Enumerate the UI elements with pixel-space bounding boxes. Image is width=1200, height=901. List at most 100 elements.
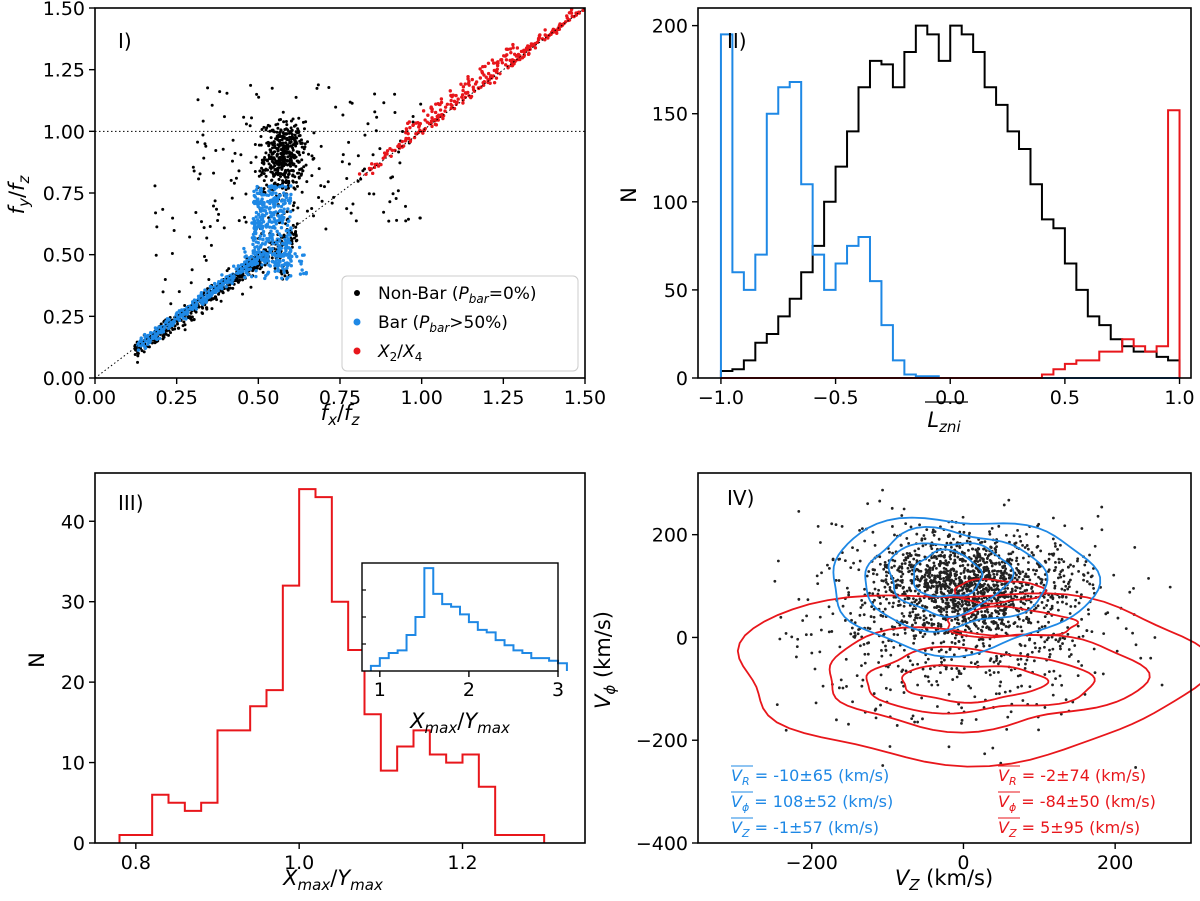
point-velocity	[957, 591, 960, 595]
point-velocity	[1011, 550, 1015, 554]
point-velocity	[926, 588, 929, 592]
point-nonbar	[304, 120, 308, 124]
point-nonbar	[234, 176, 238, 180]
point-nonbar	[273, 168, 277, 172]
point-bar	[139, 336, 143, 340]
point-velocity	[1060, 557, 1064, 561]
point-x2x4	[498, 71, 502, 76]
point-velocity	[806, 598, 810, 602]
point-velocity	[1067, 655, 1071, 658]
point-velocity	[990, 611, 994, 615]
point-nonbar	[332, 195, 336, 199]
point-bar	[260, 226, 265, 230]
point-velocity	[968, 531, 971, 535]
point-velocity	[989, 552, 993, 556]
point-nonbar	[161, 334, 165, 338]
point-velocity	[1057, 608, 1060, 612]
point-velocity	[889, 688, 892, 692]
point-velocity	[1007, 498, 1011, 502]
point-nonbar	[395, 218, 399, 222]
point-velocity	[937, 608, 941, 612]
point-velocity	[936, 575, 940, 579]
point-velocity	[814, 701, 818, 705]
point-velocity	[1037, 728, 1040, 732]
point-velocity	[969, 661, 973, 665]
point-velocity	[889, 653, 893, 657]
point-bar	[184, 317, 188, 321]
point-nonbar	[264, 151, 268, 155]
hist-black	[719, 24, 1181, 378]
point-nonbar	[394, 197, 398, 201]
point-velocity	[961, 564, 965, 567]
point-nonbar	[283, 174, 287, 178]
point-velocity	[1168, 585, 1172, 589]
contour-red	[736, 592, 1200, 768]
point-velocity	[927, 621, 931, 625]
point-bar	[287, 245, 291, 250]
point-velocity	[868, 627, 872, 630]
point-bar	[256, 191, 261, 196]
point-nonbar	[270, 160, 274, 164]
point-velocity	[925, 528, 929, 532]
point-nonbar	[253, 142, 257, 146]
point-velocity	[904, 558, 908, 562]
point-nonbar	[404, 219, 408, 223]
point-velocity	[1128, 590, 1132, 594]
point-nonbar	[306, 140, 310, 144]
point-velocity	[827, 630, 831, 634]
point-nonbar	[136, 351, 140, 355]
point-nonbar	[411, 114, 415, 118]
panel-ii-xtick-label: 0.0	[935, 387, 965, 409]
point-velocity	[1048, 652, 1052, 656]
point-nonbar	[299, 138, 303, 142]
point-velocity	[1007, 552, 1011, 556]
point-velocity	[1018, 673, 1022, 677]
point-bar	[277, 209, 282, 213]
point-nonbar	[244, 122, 248, 126]
point-velocity	[879, 614, 883, 617]
point-velocity	[877, 661, 881, 664]
point-velocity	[1027, 568, 1031, 571]
point-x2x4	[499, 58, 504, 62]
point-velocity	[918, 597, 922, 601]
point-bar	[262, 233, 266, 238]
point-x2x4	[494, 76, 499, 80]
point-velocity	[883, 607, 887, 611]
point-velocity	[923, 582, 927, 586]
point-nonbar	[298, 153, 302, 157]
point-velocity	[779, 615, 783, 619]
point-velocity	[893, 533, 896, 537]
point-velocity	[926, 564, 930, 568]
point-nonbar	[287, 169, 291, 173]
point-nonbar	[393, 92, 397, 96]
point-velocity	[880, 579, 884, 583]
point-velocity	[1018, 535, 1022, 538]
point-bar	[171, 323, 175, 328]
point-velocity	[930, 581, 933, 585]
point-velocity	[911, 629, 915, 632]
point-velocity	[1000, 618, 1004, 622]
point-bar	[196, 294, 201, 298]
point-velocity	[1023, 595, 1026, 599]
contour-blue	[832, 516, 1102, 658]
point-velocity	[918, 562, 922, 566]
point-velocity	[940, 597, 944, 601]
point-velocity	[852, 561, 855, 565]
point-velocity	[962, 607, 966, 611]
point-nonbar	[280, 166, 284, 170]
point-nonbar	[285, 147, 289, 151]
point-x2x4	[511, 42, 515, 47]
point-nonbar	[300, 141, 304, 145]
point-nonbar	[305, 209, 309, 213]
point-nonbar	[388, 200, 392, 204]
point-velocity	[1089, 575, 1093, 579]
point-velocity	[920, 696, 924, 700]
point-velocity	[1073, 604, 1077, 608]
point-nonbar	[378, 147, 382, 151]
point-x2x4	[511, 46, 515, 50]
point-nonbar	[269, 170, 273, 174]
point-bar	[251, 242, 255, 247]
point-bar	[282, 207, 286, 211]
point-x2x4	[454, 93, 458, 98]
point-bar	[289, 209, 293, 214]
